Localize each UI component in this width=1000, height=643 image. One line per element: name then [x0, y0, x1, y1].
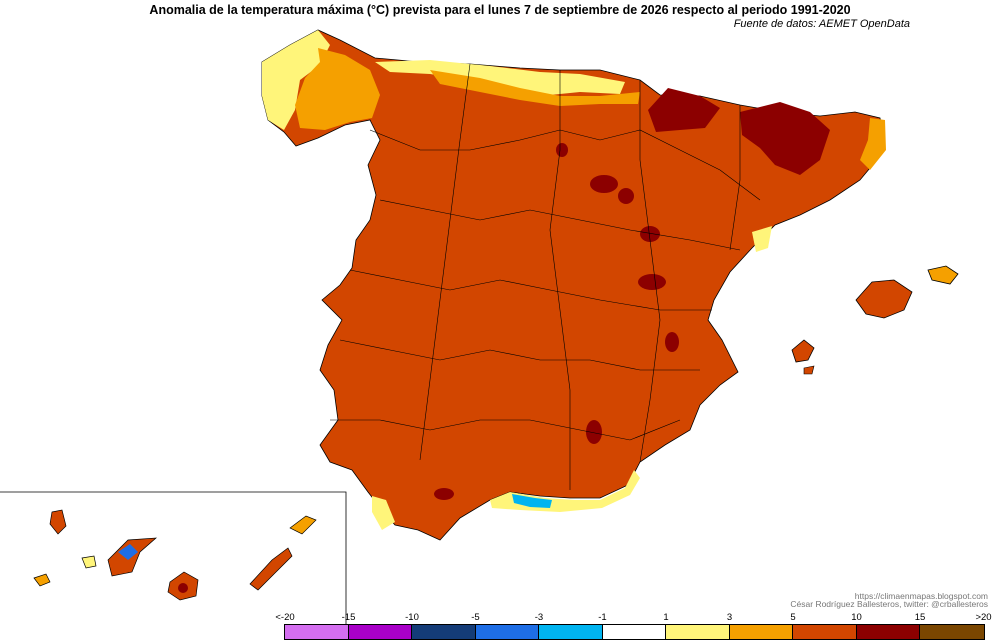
legend-tick-label: 5 — [790, 612, 796, 623]
island-tenerife — [107, 537, 158, 577]
island-la-gomera — [81, 555, 97, 569]
legend-tick-label: 10 — [851, 612, 862, 623]
cadiz-coast-mild — [372, 496, 395, 530]
legend-swatch — [412, 625, 476, 639]
legend-swatch — [539, 625, 603, 639]
galicia-mild — [262, 30, 330, 130]
island-fuerteventura — [249, 547, 293, 591]
aragon-hot — [740, 102, 830, 175]
tenerife-cool — [118, 544, 138, 560]
cantabrian-warm — [430, 70, 640, 106]
island-el-hierro — [33, 573, 51, 587]
hot-spot-soria — [618, 188, 634, 204]
legend-swatch — [666, 625, 730, 639]
legend-tick-label: <-20 — [275, 612, 295, 623]
hot-spot-teruel — [640, 226, 660, 242]
region-borders — [330, 63, 761, 490]
legend-tick-label: 15 — [914, 612, 926, 623]
color-legend — [284, 624, 985, 640]
hot-spot-malaga — [434, 488, 454, 500]
legend-swatch — [793, 625, 857, 639]
hot-spot-rioja — [590, 175, 618, 193]
cantabrian-mild — [375, 60, 625, 96]
costa-sol-cool — [512, 494, 552, 508]
hot-spot-granada — [586, 420, 602, 444]
legend-ticks: <-20 -15 -10 -5 -3 -1 1 3 5 10 15 >20 — [0, 612, 1000, 624]
legend-swatch — [475, 625, 539, 639]
gran-canaria-hot — [178, 583, 188, 593]
legend-tick-label: 3 — [726, 612, 733, 623]
navarra-hot — [648, 88, 720, 132]
hot-spot-albacete — [665, 332, 679, 352]
hot-spot-burgos — [556, 143, 568, 157]
legend-swatch — [920, 625, 984, 639]
legend-swatch — [285, 625, 349, 639]
canary-inset-frame — [0, 491, 347, 630]
legend-tick-label: 1 — [663, 612, 669, 623]
data-source: Fuente de datos: AEMET OpenData — [733, 18, 910, 30]
island-lanzarote — [289, 515, 317, 535]
island-menorca — [927, 265, 959, 285]
legend-swatch — [729, 625, 793, 639]
legend-swatch — [602, 625, 666, 639]
island-la-palma — [49, 509, 67, 535]
legend-tick-label: -5 — [471, 612, 480, 623]
valencia-coast-mild — [752, 226, 772, 252]
legend-swatch — [856, 625, 920, 639]
credit-author: César Rodríguez Ballesteros, twitter: @c… — [790, 599, 988, 609]
legend-tick-label: -10 — [405, 612, 419, 623]
island-mallorca — [855, 279, 913, 319]
legend-swatch — [348, 625, 412, 639]
island-ibiza — [791, 339, 815, 363]
hot-spot-cuenca — [638, 274, 666, 290]
map-title: Anomalia de la temperatura máxima (°C) p… — [149, 3, 851, 17]
credit-blog: https://climaenmapas.blogspot.com — [854, 591, 988, 601]
legend-tick-label: -3 — [534, 612, 544, 623]
legend-tick-label: -1 — [598, 612, 607, 623]
galicia-warm — [295, 48, 380, 130]
catalonia-coast-mild — [860, 118, 886, 170]
legend-tick-label: -15 — [341, 612, 356, 623]
island-formentera — [803, 365, 815, 375]
legend-tick-label: >20 — [975, 612, 992, 623]
